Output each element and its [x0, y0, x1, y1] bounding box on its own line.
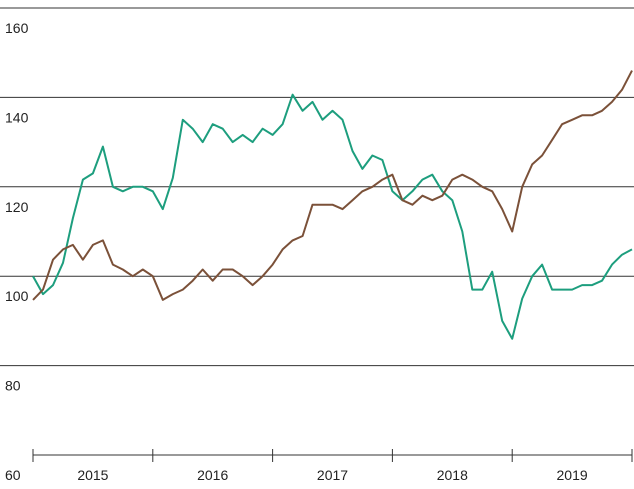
x-tick-label: 2019: [557, 467, 588, 483]
y-tick-label: 140: [5, 109, 29, 125]
y-tick-label: 60: [5, 467, 21, 483]
y-tick-label: 120: [5, 199, 29, 215]
line-series: [32, 93, 633, 340]
x-tick-label: 2018: [437, 467, 468, 483]
x-tick-label: 2015: [77, 467, 108, 483]
y-tick-label: 160: [5, 20, 29, 36]
x-tick-label: 2017: [317, 467, 348, 483]
y-tick-label: 80: [5, 378, 21, 394]
x-tick-label: 2016: [197, 467, 228, 483]
line-series: [32, 70, 633, 301]
y-tick-label: 100: [5, 288, 29, 304]
